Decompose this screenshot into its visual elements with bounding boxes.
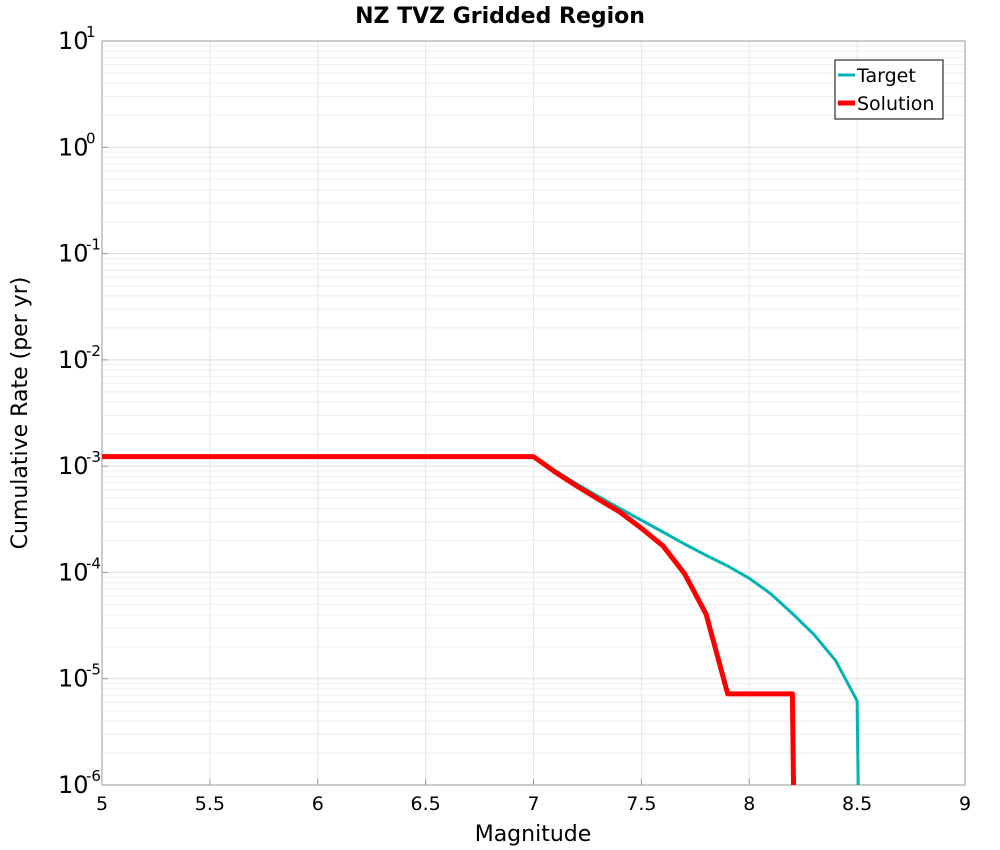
y-tick-exponent: 1	[86, 23, 96, 41]
y-tick-label: 10	[58, 240, 89, 268]
grid	[102, 41, 965, 785]
y-tick-exponent: -5	[86, 661, 101, 679]
x-tick-label: 8.5	[842, 793, 872, 815]
x-tick-label: 6	[312, 793, 324, 815]
x-tick-label: 6.5	[411, 793, 441, 815]
y-tick-exponent: -1	[86, 236, 101, 254]
chart-title: NZ TVZ Gridded Region	[355, 4, 645, 29]
legend-box	[834, 59, 944, 120]
x-tick-label: 5	[96, 793, 108, 815]
x-axis: 5 5.5 6 6.5 7 7.5 8 8.5 9	[96, 779, 971, 815]
y-tick-label: 10	[58, 133, 89, 161]
y-axis-label: Cumulative Rate (per yr)	[8, 277, 33, 550]
x-tick-label: 7	[527, 793, 539, 815]
y-tick-label: 10	[58, 346, 89, 374]
series-line-solution	[102, 454, 796, 786]
y-tick-label: 10	[58, 665, 89, 693]
x-tick-label: 8	[743, 793, 755, 815]
y-tick-exponent: 0	[86, 129, 96, 147]
y-tick-label: 10	[58, 452, 89, 480]
y-tick-label: 10	[58, 771, 89, 799]
y-tick-exponent: -2	[86, 342, 101, 360]
legend-label-target: Target	[856, 65, 916, 87]
x-tick-label: 9	[959, 793, 971, 815]
y-tick-exponent: -6	[86, 767, 101, 785]
series-line-target	[102, 455, 860, 786]
x-tick-label: 5.5	[195, 793, 225, 815]
y-tick-exponent: -3	[86, 448, 101, 466]
x-axis-label: Magnitude	[475, 822, 592, 847]
legend-label-solution: Solution	[857, 93, 934, 115]
legend: Target Solution	[834, 59, 944, 120]
series-layer	[102, 454, 860, 786]
y-tick-exponent: -4	[86, 554, 101, 572]
y-tick-label: 10	[58, 558, 89, 586]
y-tick-label: 10	[58, 27, 89, 55]
x-tick-label: 7.5	[626, 793, 656, 815]
